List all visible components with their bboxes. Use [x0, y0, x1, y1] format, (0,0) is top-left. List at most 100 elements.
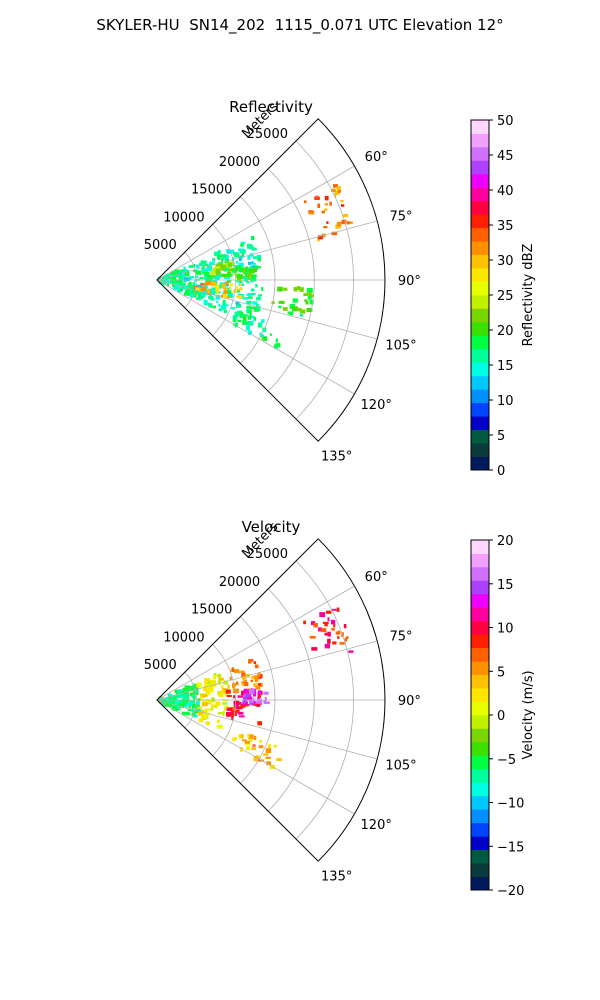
range-tick-label: 25000 [247, 547, 288, 562]
colorbar-swatch [471, 863, 489, 877]
echo-pixel [237, 695, 243, 698]
echo-pixel [248, 660, 251, 663]
echo-pixel [218, 304, 221, 307]
echo-pixel [224, 705, 229, 708]
echo-pixel [226, 295, 230, 299]
echo-pixel [198, 719, 204, 723]
echo-pixel [309, 636, 316, 639]
echo-pixel [283, 287, 288, 291]
echo-pixel [246, 281, 250, 284]
colorbar-swatch [471, 133, 489, 148]
echo-pixel [209, 261, 215, 266]
echo-pixel [248, 292, 252, 298]
echo-pixel [254, 677, 259, 683]
colorbar-tick-label: 40 [497, 184, 514, 199]
echo-pixel [172, 695, 177, 699]
echo-pixel [223, 309, 228, 314]
echo-pixel [204, 263, 208, 266]
colorbar-swatch [471, 634, 489, 649]
echo-cell [232, 733, 282, 770]
echo-pixel [180, 269, 184, 274]
echo-pixel [253, 316, 257, 321]
echo-pixel [341, 219, 347, 225]
colorbar-swatch [471, 741, 489, 756]
echo-pixel [216, 724, 223, 729]
echo-pixel [349, 221, 353, 224]
echo-pixel [289, 303, 296, 309]
echo-pixel [206, 708, 212, 711]
echo-pixel [255, 664, 259, 669]
colorbar-swatch [471, 335, 489, 350]
colorbar-swatch [471, 728, 489, 743]
echo-pixel [253, 756, 259, 762]
colorbar-tick-label: 5 [497, 429, 505, 444]
azimuth-spoke [156, 165, 355, 281]
echo-pixel [227, 279, 232, 282]
echo-pixel [255, 265, 261, 269]
echo-pixel [324, 623, 328, 627]
echo-pixel [242, 701, 248, 706]
colorbar-swatch [471, 553, 489, 568]
colorbar-label: Reflectivity dBZ [521, 244, 536, 347]
echo-pixel [309, 299, 314, 305]
echo-pixel [227, 262, 233, 268]
velocity-panel: Velocity500010000150002000025000Meters60… [144, 518, 536, 899]
echo-pixel [233, 272, 236, 275]
echo-pixel [239, 269, 243, 273]
echo-pixel [214, 704, 217, 708]
colorbar-tick-label: −10 [497, 797, 524, 812]
echo-pixel [251, 274, 257, 278]
echo-pixel [210, 680, 216, 683]
echo-pixel [253, 262, 256, 265]
echo-pixel [265, 748, 271, 753]
echo-pixel [300, 309, 306, 314]
echo-pixel [245, 741, 250, 744]
echo-pixel [336, 221, 342, 227]
echo-pixel [211, 270, 216, 274]
azimuth-tick-label: 135° [321, 450, 352, 465]
echo-pixel [211, 705, 214, 711]
echo-pixel [198, 714, 201, 717]
echo-pixel [196, 706, 203, 709]
echo-pixel [305, 301, 309, 305]
azimuth-spoke [156, 699, 355, 815]
echo-pixel [253, 701, 256, 704]
colorbar-tick-label: −15 [497, 840, 524, 855]
echo-pixel [330, 619, 336, 625]
echo-pixel [179, 699, 183, 703]
echo-pixel [234, 669, 240, 674]
azimuth-tick-label: 135° [321, 870, 352, 885]
echo-pixel [215, 266, 221, 271]
echo-pixel [206, 699, 212, 703]
echo-pixel [320, 628, 327, 633]
echo-pixel [218, 308, 223, 312]
colorbar-tick-label: 20 [497, 324, 514, 339]
echo-pixel [266, 761, 271, 766]
azimuth-tick-label: 120° [361, 398, 392, 413]
echo-pixel [248, 696, 252, 701]
echo-pixel [340, 200, 344, 203]
echo-pixel [220, 690, 226, 694]
echo-pixel [213, 673, 217, 676]
echo-pixel [214, 251, 220, 257]
echo-cell [303, 184, 353, 242]
echo-pixel [171, 699, 176, 703]
colorbar-swatch [471, 268, 489, 282]
range-tick-label: 15000 [191, 183, 232, 198]
azimuth-tick-label: 60° [365, 150, 388, 165]
echo-pixel [263, 691, 269, 695]
echo-pixel [179, 287, 182, 292]
echo-pixel [323, 208, 328, 211]
echo-pixel [239, 283, 243, 286]
echo-pixel [250, 306, 255, 310]
echo-pixel [239, 267, 243, 272]
panel-title: Velocity [242, 518, 301, 536]
echo-pixel [167, 273, 174, 277]
echo-pixel [211, 697, 214, 701]
colorbar-swatch [471, 620, 489, 635]
echo-pixel [196, 682, 202, 688]
colorbar-tick-label: 10 [497, 622, 514, 637]
echo-pixel [213, 675, 217, 680]
echo-pixel [200, 716, 207, 721]
echo-pixel [181, 271, 186, 277]
